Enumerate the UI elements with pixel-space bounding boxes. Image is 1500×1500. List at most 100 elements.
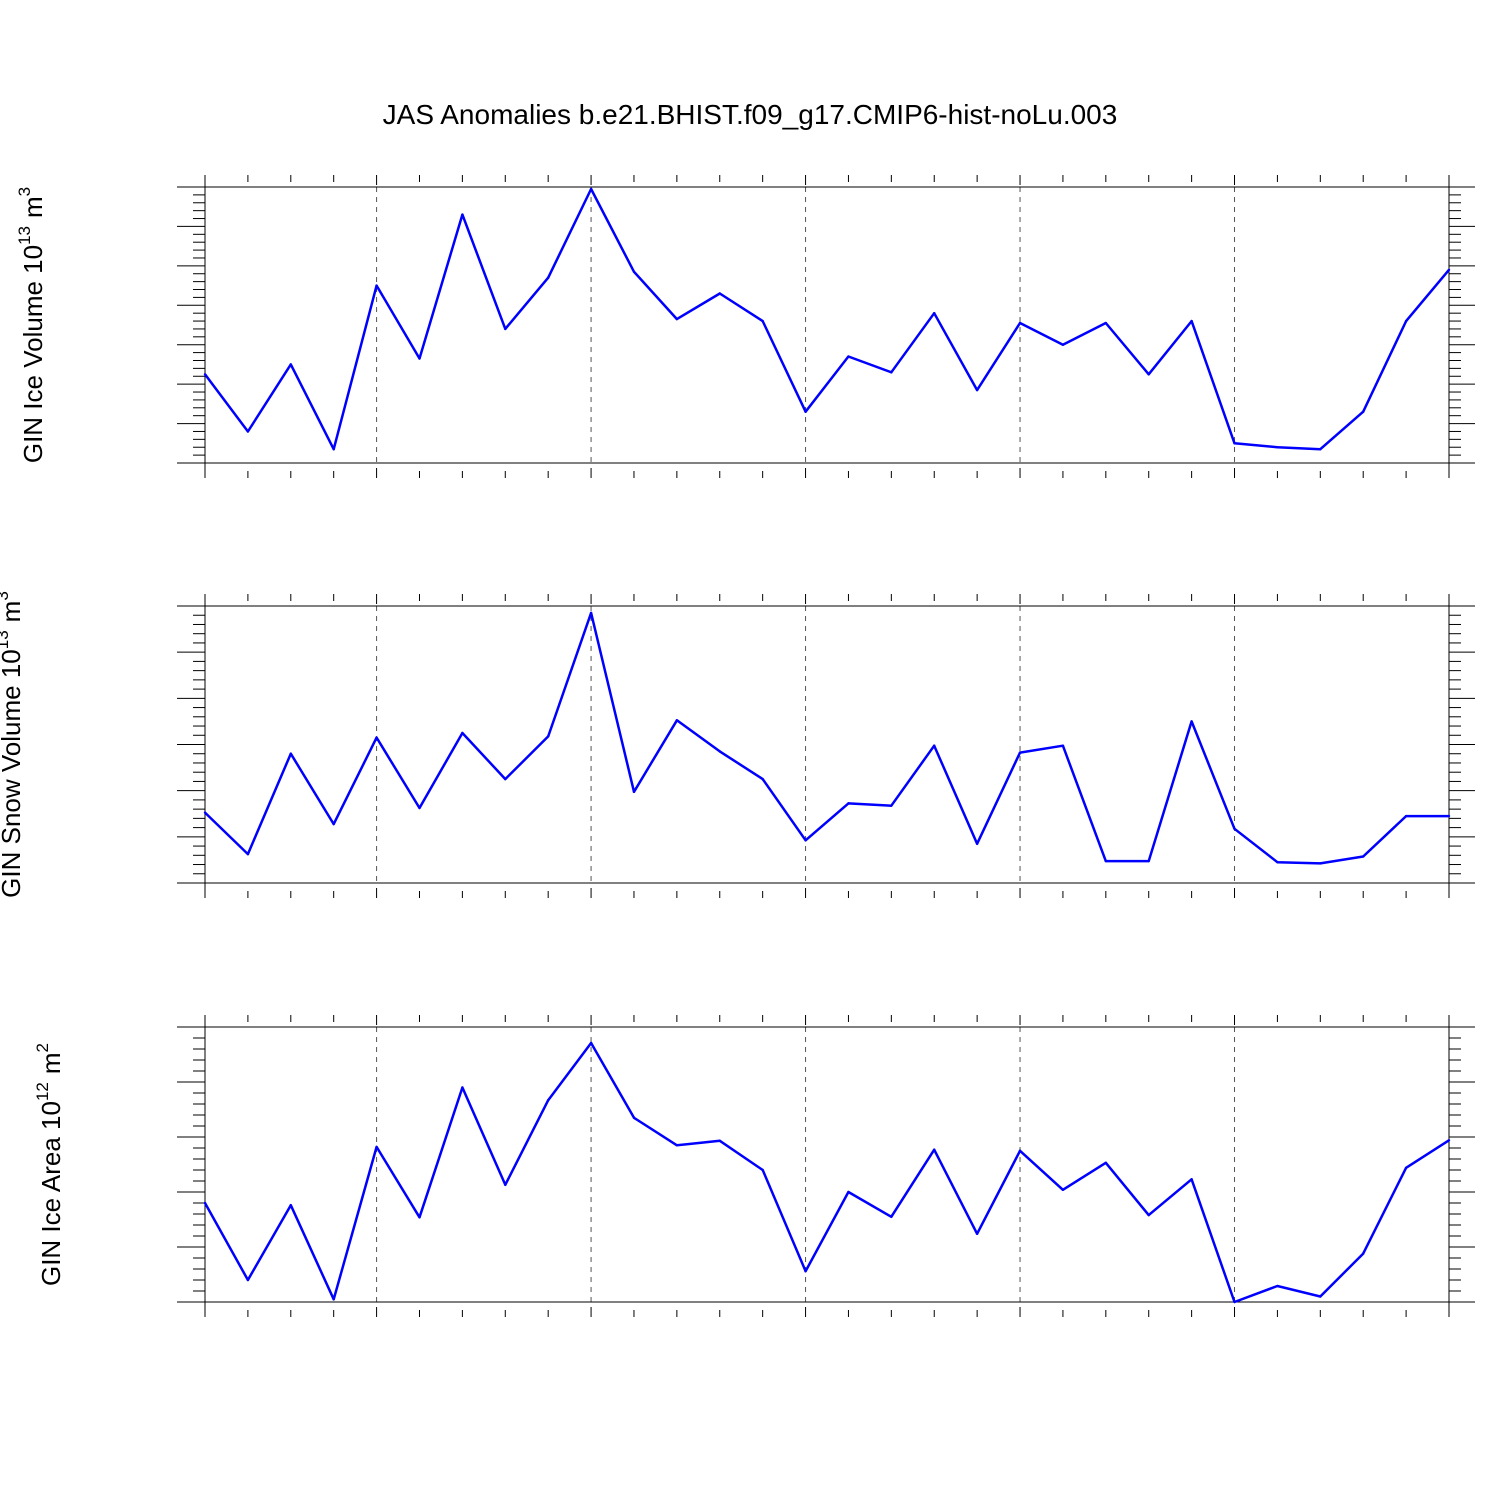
data-point xyxy=(761,777,764,781)
data-point xyxy=(933,311,936,315)
data-point xyxy=(1018,1149,1022,1152)
data-point xyxy=(1404,814,1408,818)
data-point xyxy=(418,806,421,810)
data-point xyxy=(1018,321,1022,325)
y-axis-label: GIN Snow Volume 1013 m3 xyxy=(0,591,26,898)
data-point xyxy=(718,1139,721,1143)
data-point xyxy=(1104,859,1108,863)
data-point xyxy=(890,1215,893,1218)
data-point xyxy=(1404,1166,1408,1170)
data-point xyxy=(1233,827,1236,830)
y-axis-label-ylabel-unit-exp: 2 xyxy=(33,1043,52,1052)
data-point xyxy=(246,852,250,856)
data-point xyxy=(246,1278,250,1282)
data-point xyxy=(332,822,335,826)
data-point xyxy=(1190,319,1193,323)
data-point xyxy=(1061,744,1065,747)
data-series-line xyxy=(203,1041,1450,1304)
data-point xyxy=(718,292,721,295)
data-point xyxy=(1190,720,1193,723)
data-point xyxy=(1362,855,1365,858)
data-point xyxy=(375,284,378,287)
data-point xyxy=(332,1298,335,1301)
data-point xyxy=(1061,343,1065,346)
data-point xyxy=(1190,1178,1193,1181)
data-point xyxy=(975,1232,979,1236)
data-point xyxy=(589,1041,593,1045)
y-axis-label: GIN Ice Volume 1013 m3 xyxy=(15,187,48,463)
data-point xyxy=(289,363,292,366)
data-point xyxy=(847,355,850,358)
data-point xyxy=(847,1190,850,1194)
data-point xyxy=(1104,1161,1108,1165)
data-point xyxy=(1147,859,1150,863)
data-point xyxy=(546,735,550,738)
data-point xyxy=(975,388,979,392)
data-point xyxy=(632,1116,636,1119)
data-point xyxy=(933,1148,936,1151)
data-point xyxy=(546,276,550,279)
y-axis-label: GIN Ice Area 1012 m2 xyxy=(33,1043,66,1286)
data-point xyxy=(1447,1139,1451,1142)
data-point xyxy=(890,371,893,374)
data-point xyxy=(804,1270,807,1273)
data-point xyxy=(1404,319,1408,323)
data-point xyxy=(203,1201,207,1205)
data-point xyxy=(1319,1295,1322,1298)
y-axis-label-ylabel-unit-exp: 3 xyxy=(0,591,12,600)
data-point xyxy=(332,448,335,451)
data-point xyxy=(632,270,636,273)
data-point xyxy=(289,1204,292,1207)
data-point xyxy=(589,187,593,191)
data-point xyxy=(933,744,936,747)
y-axis-label-ylabel-unit: m xyxy=(18,196,48,218)
data-point xyxy=(1147,373,1150,376)
data-point xyxy=(761,319,764,323)
figure-title: JAS Anomalies b.e21.BHIST.f09_g17.CMIP6-… xyxy=(383,99,1118,130)
data-point xyxy=(1362,1252,1365,1255)
data-point xyxy=(461,213,464,216)
data-point xyxy=(675,719,679,722)
data-point xyxy=(804,410,807,413)
y-axis-label-ylabel: GIN Ice Volume 10 xyxy=(18,245,48,463)
chart-panel-1: GIN Ice Volume 1013 m3 xyxy=(15,175,1475,478)
data-point xyxy=(1104,321,1108,325)
y-axis-label-ylabel-unit: m xyxy=(0,601,26,623)
data-point xyxy=(847,802,850,805)
data-point xyxy=(461,1086,464,1089)
data-point xyxy=(418,1216,421,1219)
data-point xyxy=(718,750,721,753)
chart-panel-2: GIN Snow Volume 1013 m3 xyxy=(0,591,1475,898)
data-point xyxy=(1233,1300,1236,1304)
y-axis-label-ylabel: GIN Snow Volume 10 xyxy=(0,649,26,898)
data-point xyxy=(675,1144,679,1147)
data-point xyxy=(589,611,593,615)
data-point xyxy=(375,736,378,739)
data-point xyxy=(203,373,207,376)
data-point xyxy=(1447,814,1451,818)
data-point xyxy=(1362,410,1365,413)
y-axis-label-ylabel-unit: m xyxy=(36,1052,66,1074)
data-point xyxy=(1276,1284,1279,1288)
data-point xyxy=(1276,446,1279,449)
data-point xyxy=(246,430,250,433)
data-point xyxy=(1018,751,1022,754)
data-point xyxy=(289,752,292,755)
data-point xyxy=(1447,268,1451,271)
data-point xyxy=(418,357,421,360)
data-point xyxy=(1147,1213,1150,1217)
data-point xyxy=(1061,1188,1065,1192)
y-axis-label-ylabel: GIN Ice Area 10 xyxy=(36,1101,66,1286)
y-axis-label-ylabel-exp: 13 xyxy=(0,630,12,649)
data-point xyxy=(375,1145,378,1149)
y-axis-label-ylabel-exp: 12 xyxy=(33,1082,52,1101)
data-series-line xyxy=(203,187,1450,451)
data-point xyxy=(804,839,807,842)
data-point xyxy=(1319,862,1322,865)
data-point xyxy=(504,1183,507,1187)
data-point xyxy=(461,731,464,735)
data-point xyxy=(675,317,679,321)
data-point xyxy=(632,790,636,794)
data-point xyxy=(975,842,979,845)
